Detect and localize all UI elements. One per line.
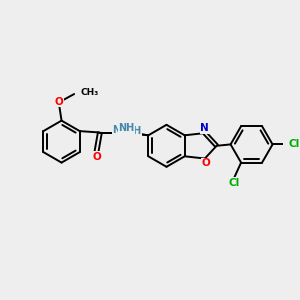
Text: N: N xyxy=(200,123,209,133)
Text: O: O xyxy=(55,97,64,106)
Text: Cl: Cl xyxy=(229,178,240,188)
Text: NH: NH xyxy=(112,125,128,135)
Text: O: O xyxy=(201,158,210,168)
Text: Cl: Cl xyxy=(289,140,300,149)
Text: O: O xyxy=(92,152,101,162)
Text: NH: NH xyxy=(125,126,142,136)
Text: CH₃: CH₃ xyxy=(80,88,99,97)
Text: NH: NH xyxy=(118,123,134,133)
